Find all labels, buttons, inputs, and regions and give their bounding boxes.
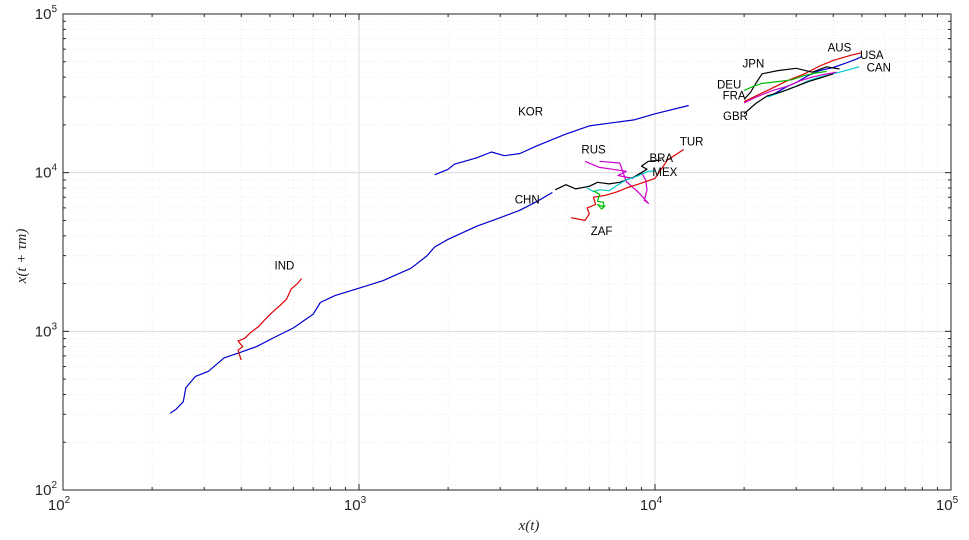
series-line-chn bbox=[169, 191, 553, 414]
series-line-zaf bbox=[593, 190, 606, 210]
series-layer bbox=[169, 52, 863, 414]
y-tick-label: 105 bbox=[35, 4, 58, 23]
series-line-kor bbox=[434, 104, 689, 176]
series-label-tur: TUR bbox=[680, 137, 704, 149]
y-tick-label: 103 bbox=[35, 321, 58, 340]
series-label-jpn: JPN bbox=[743, 59, 765, 71]
x-axis-title: x(t) bbox=[518, 518, 540, 534]
series-line-bra bbox=[554, 159, 662, 191]
series-line-aus bbox=[743, 52, 863, 103]
series-line-gbr bbox=[743, 73, 834, 115]
axes-box bbox=[62, 13, 952, 491]
y-tick-label: 102 bbox=[35, 480, 58, 499]
series-label-chn: CHN bbox=[515, 194, 540, 206]
x-tick-label: 105 bbox=[936, 495, 959, 514]
y-axis-title: x(t + τm) bbox=[14, 229, 30, 285]
series-line-fra bbox=[743, 71, 837, 104]
series-label-aus: AUS bbox=[828, 43, 852, 55]
series-label-bra: BRA bbox=[649, 153, 673, 165]
ticks bbox=[62, 13, 952, 491]
x-tick-label: 102 bbox=[48, 495, 71, 514]
series-line-tur bbox=[570, 148, 685, 221]
series-line-ind bbox=[237, 278, 303, 361]
series-label-deu: DEU bbox=[717, 79, 741, 91]
series-label-zaf: ZAF bbox=[591, 226, 613, 238]
series-line-deu bbox=[743, 70, 827, 91]
series-label-gbr: GBR bbox=[723, 111, 748, 123]
series-label-ind: IND bbox=[275, 261, 295, 273]
y-tick-label: 104 bbox=[35, 163, 58, 182]
series-label-mex: MEX bbox=[652, 167, 677, 179]
series-label-usa: USA bbox=[860, 50, 884, 62]
x-tick-label: 104 bbox=[640, 495, 663, 514]
series-label-kor: KOR bbox=[518, 106, 543, 118]
series-line-mex bbox=[586, 170, 656, 193]
series-line-jpn bbox=[743, 66, 840, 100]
tick-labels: 102 103 104 105 102 103 104 105 bbox=[35, 4, 959, 514]
series-line-rus bbox=[584, 160, 649, 204]
series-label-rus: RUS bbox=[581, 145, 606, 157]
series-label-fra: FRA bbox=[723, 90, 746, 102]
x-tick-label: 103 bbox=[344, 495, 367, 514]
grid bbox=[62, 14, 951, 491]
series-label-can: CAN bbox=[867, 62, 891, 74]
